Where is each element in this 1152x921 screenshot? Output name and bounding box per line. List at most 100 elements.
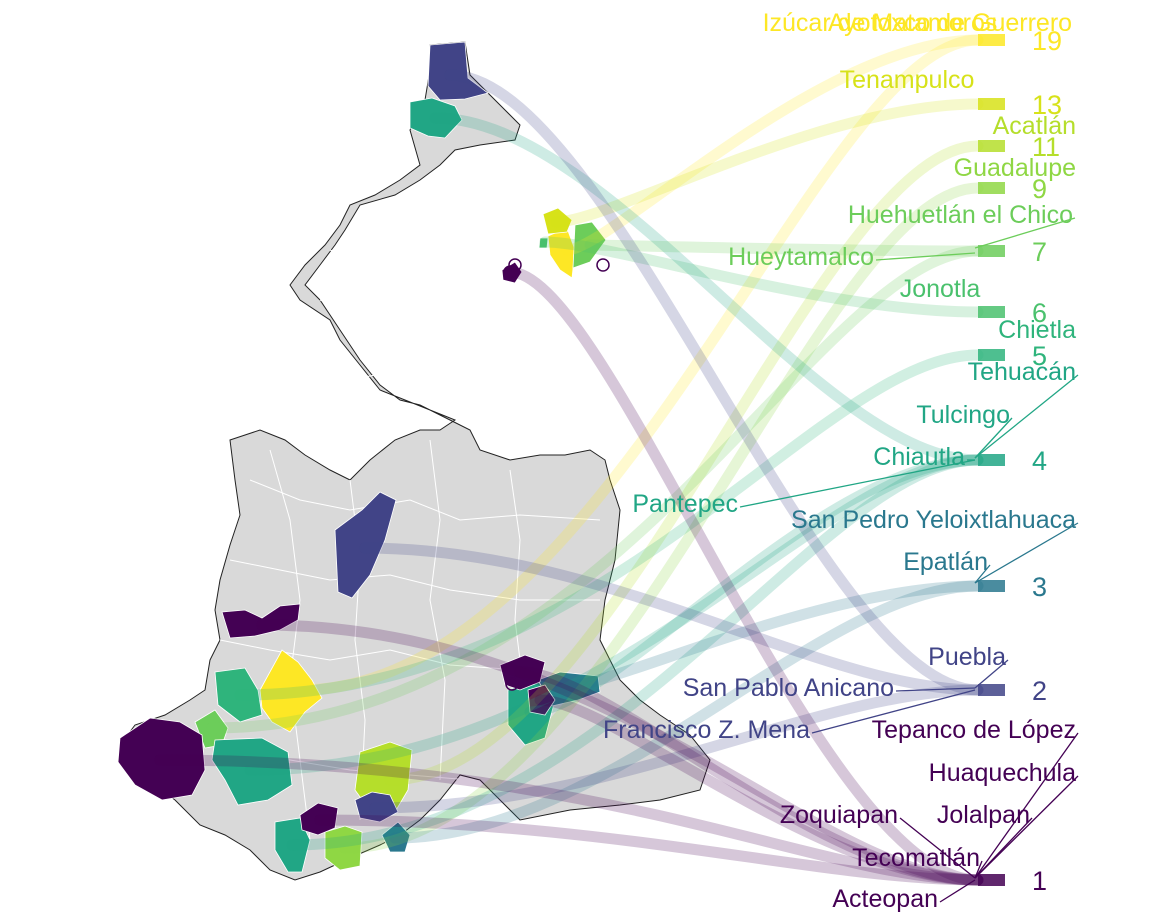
flow-7 bbox=[539, 236, 984, 318]
flow-0 bbox=[294, 34, 984, 696]
municipality-label-1: Ayotoxco de Guerrero bbox=[828, 9, 1072, 37]
municipal-border-7 bbox=[269, 449, 311, 841]
value-label-6: 6 bbox=[1032, 298, 1047, 328]
municipality-label-19: Huaquechula bbox=[929, 759, 1076, 787]
value-bar-layer bbox=[978, 34, 1005, 886]
flow-10 bbox=[286, 454, 984, 851]
municipality-11 bbox=[211, 737, 293, 806]
leader-line-21 bbox=[974, 817, 1033, 879]
leader-line-9 bbox=[974, 374, 1079, 459]
value-label-11: 11 bbox=[1032, 132, 1060, 162]
municipal-border-1 bbox=[319, 299, 541, 351]
municipality-2 bbox=[542, 207, 573, 235]
municipality-18 bbox=[499, 654, 546, 691]
value-label-5: 5 bbox=[1032, 341, 1047, 371]
municipality-16 bbox=[354, 791, 399, 823]
municipality-label-11: Chiautla bbox=[873, 443, 965, 471]
municipality-label-9: Tehuacán bbox=[968, 358, 1076, 386]
flow-22 bbox=[154, 754, 984, 886]
municipal-border-12 bbox=[449, 159, 481, 381]
flow-6 bbox=[584, 239, 984, 257]
flow-4 bbox=[339, 182, 984, 854]
municipal-border-4 bbox=[229, 559, 600, 601]
municipality-label-21: Jolalpan bbox=[937, 801, 1030, 829]
municipal-border-9 bbox=[429, 439, 446, 781]
leader-line-5 bbox=[974, 217, 1076, 249]
municipality-label-8: Chietla bbox=[998, 316, 1076, 344]
municipality-label-0: Izúcar de Matamoros bbox=[763, 9, 998, 37]
flow-20 bbox=[504, 266, 984, 886]
leader-line-20 bbox=[899, 817, 976, 879]
municipality-label-2: Tenampulco bbox=[840, 66, 975, 94]
flow-8 bbox=[234, 349, 984, 701]
municipality-label-15: Puebla bbox=[928, 643, 1006, 671]
municipality-23 bbox=[527, 684, 556, 716]
flow-1 bbox=[561, 34, 984, 256]
municipality-0 bbox=[259, 649, 323, 733]
municipal-border-0 bbox=[329, 249, 521, 301]
state-outline bbox=[119, 41, 711, 881]
flow-13 bbox=[389, 580, 984, 844]
value-label-9: 9 bbox=[1032, 174, 1047, 204]
municipal-border-5 bbox=[219, 639, 521, 671]
municipality-15 bbox=[334, 491, 397, 599]
municipality-19 bbox=[221, 603, 301, 639]
origin-marker-1 bbox=[508, 258, 522, 272]
value-label-7: 7 bbox=[1032, 237, 1047, 267]
municipality-label-16: San Pablo Anicano bbox=[683, 674, 894, 702]
flow-21 bbox=[314, 814, 984, 886]
municipal-border-3 bbox=[249, 479, 601, 521]
municipality-label-4: Guadalupe bbox=[954, 154, 1076, 182]
flow-12 bbox=[429, 112, 984, 466]
leader-line-14 bbox=[974, 564, 991, 584]
municipality-label-22: Tecomatlán bbox=[852, 844, 980, 872]
flow-23 bbox=[534, 694, 984, 886]
leader-line-22 bbox=[974, 860, 983, 879]
municipality-label-14: Epatlán bbox=[903, 548, 988, 576]
value-label-2: 2 bbox=[1032, 676, 1047, 706]
flow-2 bbox=[550, 98, 984, 228]
origin-marker-3 bbox=[505, 677, 519, 691]
municipality-8 bbox=[214, 667, 263, 723]
flow-18 bbox=[514, 666, 984, 886]
municipality-label-12: Pantepec bbox=[632, 490, 738, 518]
municipality-label-10: Tulcingo bbox=[916, 401, 1010, 429]
leader-line-23 bbox=[939, 879, 976, 903]
municipality-21 bbox=[299, 802, 339, 836]
municipality-label-5: Huehuetlán el Chico bbox=[848, 201, 1073, 229]
municipality-layer bbox=[117, 41, 610, 873]
value-label-3: 3 bbox=[1032, 572, 1047, 602]
municipality-label-13: San Pedro Yeloixtlahuaca bbox=[791, 506, 1076, 534]
leader-line-13 bbox=[974, 522, 1079, 584]
municipality-label-18: Tepanco de López bbox=[872, 716, 1076, 744]
municipality-4 bbox=[324, 825, 363, 871]
municipality-label-20: Zoquiapan bbox=[780, 801, 898, 829]
leader-line-17 bbox=[811, 689, 976, 734]
leader-line-6 bbox=[875, 252, 976, 261]
municipality-label-17: Francisco Z. Mena bbox=[603, 716, 810, 744]
flow-5 bbox=[206, 245, 984, 734]
flow-16 bbox=[369, 684, 984, 814]
leader-line-16 bbox=[895, 687, 976, 692]
municipality-6 bbox=[572, 221, 607, 269]
origin-marker-2 bbox=[596, 258, 610, 272]
value-label-1: 1 bbox=[1032, 866, 1047, 896]
value-label-13: 13 bbox=[1032, 90, 1062, 120]
label-layer: 19 13 11 9 7 6 5 4 3 2 1 Izúcar de MatamorosAyotoxc… bbox=[603, 9, 1076, 913]
leader-line-19 bbox=[974, 775, 1079, 879]
municipal-border-11 bbox=[379, 219, 401, 361]
flow-3 bbox=[384, 140, 984, 786]
municipality-label-3: Acatlán bbox=[993, 112, 1076, 140]
flow-14 bbox=[554, 580, 984, 694]
leader-line-18 bbox=[974, 732, 1079, 879]
flow-11 bbox=[244, 454, 984, 776]
municipality-13 bbox=[381, 821, 411, 853]
municipality-7 bbox=[538, 237, 549, 249]
municipal-border-2 bbox=[349, 369, 501, 396]
municipality-5 bbox=[194, 709, 229, 749]
municipality-label-7: Jonotla bbox=[900, 275, 981, 303]
municipality-22 bbox=[117, 717, 206, 801]
flow-15 bbox=[359, 542, 984, 696]
